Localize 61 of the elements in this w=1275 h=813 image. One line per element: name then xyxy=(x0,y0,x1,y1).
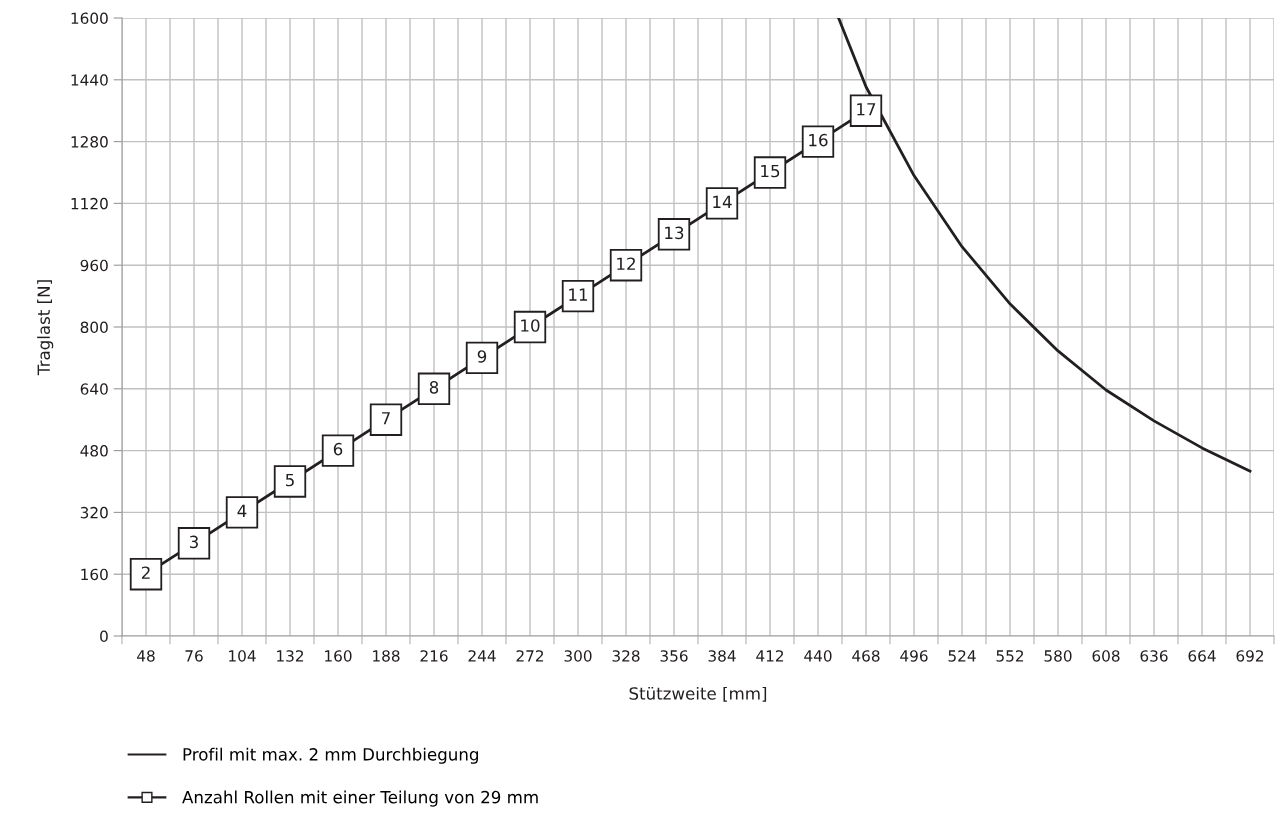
point xyxy=(129,558,163,591)
point xyxy=(273,465,307,498)
x-tick-label: 384 xyxy=(708,650,736,662)
y-tick-label: 320 xyxy=(80,506,108,519)
x-tick-label: 496 xyxy=(900,650,928,662)
annotation: 15 xyxy=(761,164,780,178)
x-tick-label: 692 xyxy=(1236,650,1264,662)
annotation: 2 xyxy=(141,566,150,579)
x-tick-label: 76 xyxy=(185,650,203,662)
y-tick-label: 640 xyxy=(80,383,108,395)
x-tick-label: 580 xyxy=(1044,650,1072,662)
y-tick-label: 1440 xyxy=(71,74,108,86)
line-series xyxy=(837,18,1252,473)
y-tick-label: 960 xyxy=(80,259,108,272)
x-tick-label: 328 xyxy=(612,650,640,662)
y-tick-label: 1600 xyxy=(71,12,108,25)
x-axis-title: Stützweite [mm] xyxy=(629,686,767,702)
point xyxy=(177,527,211,560)
x-tick-label: 636 xyxy=(1140,650,1168,662)
x-tick-label: 440 xyxy=(804,650,832,662)
x-tick-label: 244 xyxy=(468,650,496,662)
legend-label: Profil mit max. 2 mm Durchbiegung xyxy=(183,747,478,764)
x-tick-label: 552 xyxy=(996,650,1024,662)
x-tick-label: 356 xyxy=(660,650,688,662)
annotation: 10 xyxy=(521,319,540,332)
x-tick-label: 468 xyxy=(852,650,880,662)
x-tick-label: 272 xyxy=(516,650,544,662)
annotation: 8 xyxy=(429,381,439,394)
x-tick-label: 160 xyxy=(325,650,352,662)
y-tick-label: 160 xyxy=(81,568,108,581)
x-tick-label: 608 xyxy=(1092,650,1120,662)
x-tick-label: 188 xyxy=(373,650,400,662)
x-tick-label: 132 xyxy=(277,650,304,662)
x-tick-label: 664 xyxy=(1188,650,1216,662)
y-tick-label: 1120 xyxy=(71,197,108,210)
x-tick-label: 412 xyxy=(756,650,784,662)
point xyxy=(369,403,403,436)
annotation: 9 xyxy=(477,350,487,363)
y-tick-label: 0 xyxy=(100,630,108,643)
x-tick-label: 216 xyxy=(420,650,448,662)
annotation: 11 xyxy=(569,288,588,301)
annotation: 3 xyxy=(189,535,198,549)
point xyxy=(417,372,451,405)
annotation: 6 xyxy=(333,442,343,456)
legend-label: Anzahl Rollen mit einer Teilung von 29 mm xyxy=(182,790,538,807)
annotation: 5 xyxy=(285,473,294,487)
annotation: 16 xyxy=(809,133,828,147)
annotation: 12 xyxy=(617,257,635,270)
x-tick-label: 48 xyxy=(137,650,155,662)
annotation: 13 xyxy=(665,226,684,240)
y-axis-title: Traglast [N] xyxy=(37,280,54,376)
y-tick-label: 480 xyxy=(80,445,108,457)
annotation: 4 xyxy=(237,504,247,517)
y-tick-label: 1280 xyxy=(71,136,108,148)
annotation: 17 xyxy=(857,103,876,116)
annotation: 14 xyxy=(713,195,732,208)
y-tick-label: 800 xyxy=(80,321,108,334)
x-tick-label: 104 xyxy=(229,650,256,662)
x-tick-label: 300 xyxy=(564,650,592,662)
annotation: 7 xyxy=(382,412,390,425)
x-tick-label: 524 xyxy=(948,650,976,662)
